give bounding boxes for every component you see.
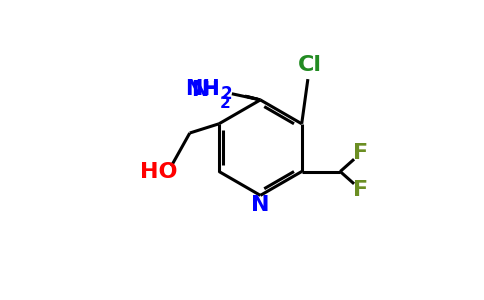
Text: NH: NH (185, 79, 220, 99)
Text: F: F (353, 180, 368, 200)
Text: 2: 2 (220, 85, 232, 103)
Text: N: N (191, 80, 209, 100)
Text: N: N (251, 195, 270, 215)
Text: H: H (202, 80, 218, 99)
Text: 2: 2 (220, 96, 230, 111)
Text: Cl: Cl (297, 55, 321, 75)
Text: HO: HO (140, 162, 178, 182)
Text: F: F (353, 143, 368, 163)
